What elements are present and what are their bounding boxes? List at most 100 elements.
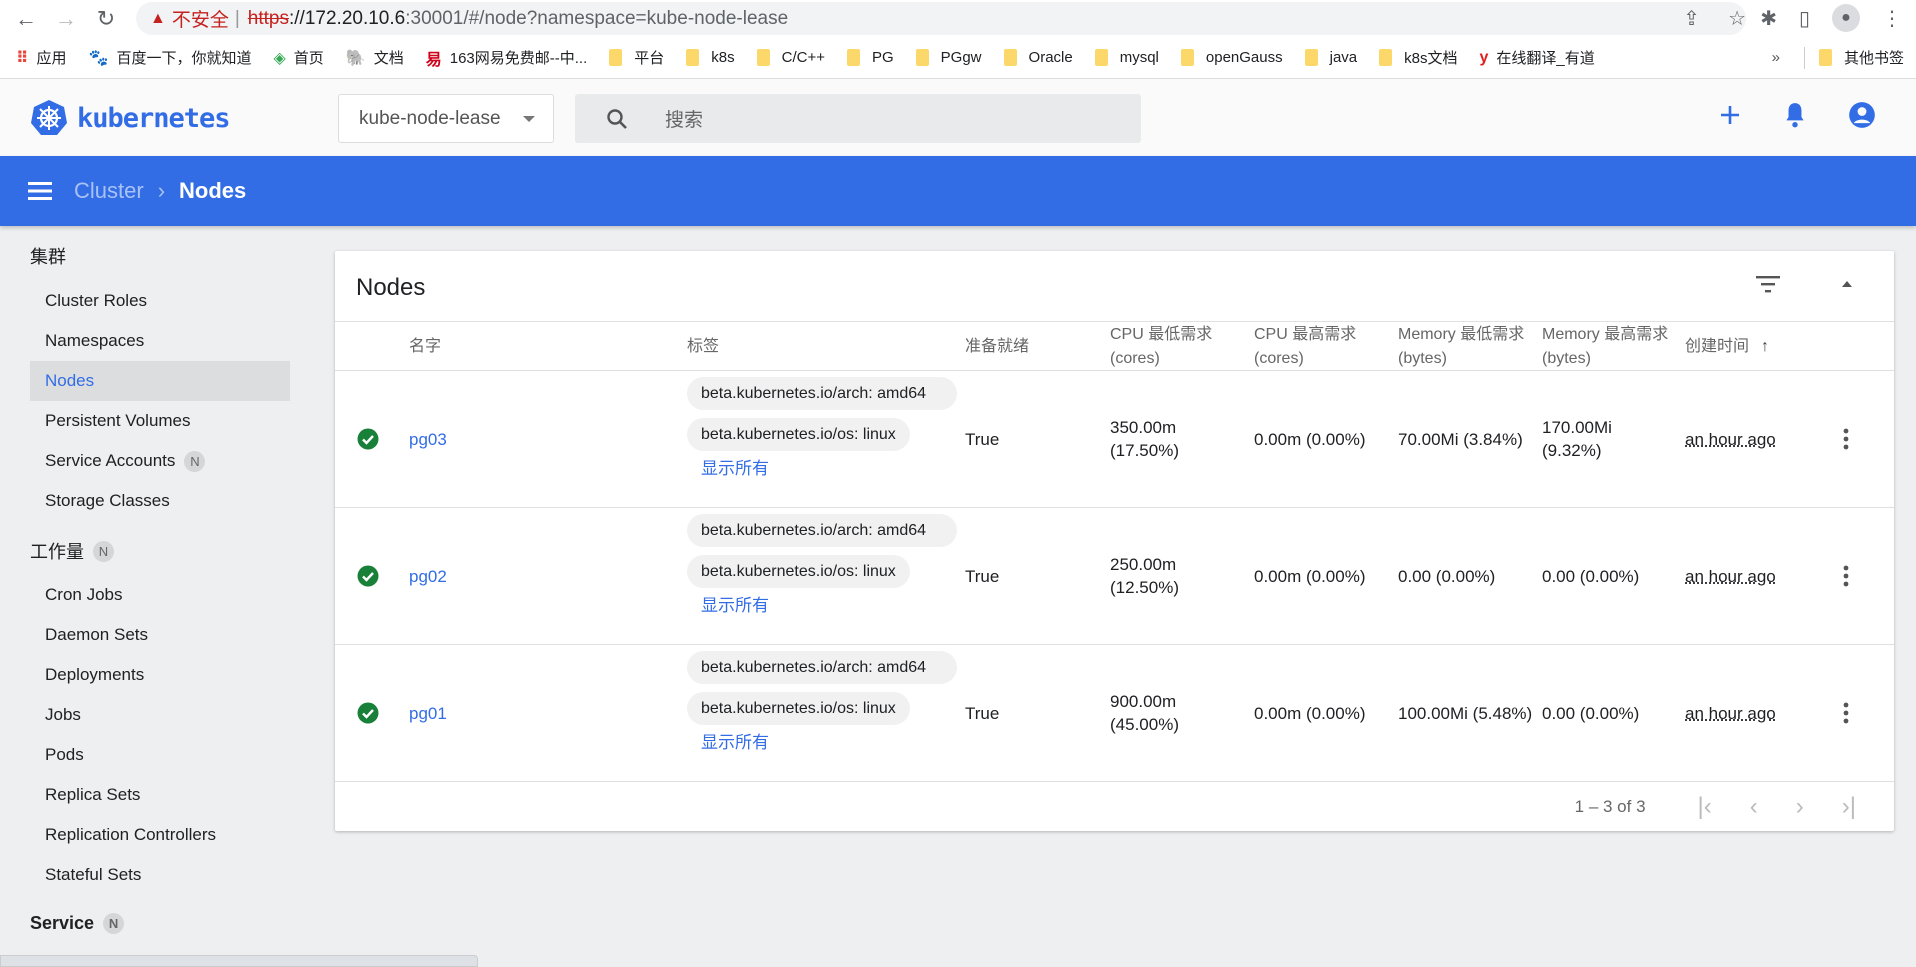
- memory-limits-value: 170.00Mi (9.32%): [1542, 371, 1672, 507]
- bookmark-item[interactable]: k8s: [686, 49, 734, 66]
- node-name-link[interactable]: pg02: [409, 508, 447, 644]
- sidebar-item-cron-jobs[interactable]: Cron Jobs: [30, 575, 290, 615]
- sidebar-item-jobs[interactable]: Jobs: [30, 695, 290, 735]
- show-all-link[interactable]: 显示所有: [687, 457, 957, 480]
- bookmark-item[interactable]: 易 163网易免费邮--中...: [426, 46, 588, 70]
- kubernetes-logo[interactable]: kubernetes: [30, 99, 230, 137]
- sidebar-item-namespaces[interactable]: Namespaces: [30, 321, 290, 361]
- bookmark-item[interactable]: 平台: [609, 47, 664, 68]
- pagination-range: 1 – 3 of 3: [1575, 797, 1646, 817]
- bookmark-item[interactable]: k8s文档: [1379, 47, 1457, 68]
- folder-icon: [1379, 49, 1392, 66]
- labels-cell: beta.kubernetes.io/arch: amd64 beta.kube…: [687, 514, 957, 617]
- apps-grid-icon: ⠿: [16, 48, 29, 68]
- bell-icon[interactable]: [1782, 101, 1808, 129]
- sidebar-item-storage-classes[interactable]: Storage Classes: [30, 481, 290, 521]
- column-cpu-requests: CPU 最低需求 (cores): [1110, 322, 1235, 372]
- account-icon[interactable]: [1848, 101, 1876, 129]
- folder-icon: [609, 49, 622, 66]
- column-created[interactable]: 创建时间 ↑: [1685, 322, 1769, 372]
- more-vert-icon[interactable]: ⋮: [1882, 6, 1902, 31]
- sidebar-section-workloads[interactable]: 工作量 N: [30, 538, 114, 564]
- kubernetes-helm-icon: [30, 99, 68, 137]
- collapse-icon[interactable]: [1840, 279, 1854, 289]
- bookmark-item[interactable]: C/C++: [757, 49, 825, 66]
- add-icon[interactable]: [1718, 103, 1742, 127]
- bookmark-item[interactable]: mysql: [1095, 49, 1159, 66]
- breadcrumb-cluster[interactable]: Cluster: [74, 178, 144, 204]
- sidebar-item-replication-controllers[interactable]: Replication Controllers: [30, 815, 290, 855]
- menu-icon[interactable]: [28, 182, 52, 200]
- sidebar-item-label: Deployments: [45, 665, 144, 685]
- bookmark-item[interactable]: PGgw: [916, 49, 982, 66]
- sidebar: 集群 工作量 N Service N Cluster Roles Namespaces…: [0, 226, 305, 965]
- bookmark-label: 其他书签: [1844, 47, 1904, 68]
- bookmark-item[interactable]: Oracle: [1004, 49, 1073, 66]
- sidebar-item-cluster-roles[interactable]: Cluster Roles: [30, 281, 290, 321]
- share-icon[interactable]: ⇪: [1683, 6, 1700, 31]
- folder-icon: [1305, 49, 1318, 66]
- label-chip: beta.kubernetes.io/arch: amd64: [687, 651, 957, 684]
- forward-icon[interactable]: →: [46, 6, 86, 32]
- extensions-icon[interactable]: ✱: [1760, 6, 1777, 31]
- sidebar-item-service-accounts[interactable]: Service Accounts N: [30, 441, 290, 481]
- more-vert-icon[interactable]: [1843, 508, 1849, 644]
- prev-page-icon[interactable]: ‹: [1750, 793, 1758, 821]
- sidebar-item-label: Cluster Roles: [45, 291, 147, 311]
- namespaced-badge: N: [184, 451, 205, 472]
- first-page-icon[interactable]: |‹: [1698, 793, 1712, 821]
- side-panel-icon[interactable]: ▯: [1799, 6, 1810, 31]
- profile-icon[interactable]: ●: [1832, 4, 1860, 32]
- labels-cell: beta.kubernetes.io/arch: amd64 beta.kube…: [687, 651, 957, 754]
- more-vert-icon[interactable]: [1843, 371, 1849, 507]
- section-label: Service: [30, 913, 94, 934]
- sort-arrow-up-icon[interactable]: ↑: [1761, 335, 1769, 359]
- cpu-requests-value: 900.00m (45.00%): [1110, 645, 1240, 781]
- bookmark-label: 百度一下，你就知道: [116, 47, 251, 68]
- sidebar-section-service[interactable]: Service N: [30, 913, 124, 934]
- sidebar-item-label: Stateful Sets: [45, 865, 141, 885]
- node-name-link[interactable]: pg03: [409, 371, 447, 507]
- show-all-link[interactable]: 显示所有: [687, 731, 957, 754]
- sidebar-item-daemon-sets[interactable]: Daemon Sets: [30, 615, 290, 655]
- folder-icon: [686, 49, 699, 66]
- bookmark-item[interactable]: y 在线翻译_有道: [1480, 47, 1595, 68]
- bookmark-item[interactable]: PG: [847, 49, 894, 66]
- bookmark-item[interactable]: ◈ 首页: [273, 47, 323, 68]
- bookmark-item[interactable]: java: [1305, 49, 1358, 66]
- next-page-icon[interactable]: ›: [1796, 793, 1804, 821]
- bookmark-item[interactable]: 🐾 百度一下，你就知道: [89, 47, 252, 68]
- bookmark-other[interactable]: 其他书签: [1819, 47, 1904, 68]
- address-bar[interactable]: ▲ 不安全 | https ://172.20.10.6 :30001/#/no…: [136, 2, 1746, 35]
- logo-text: kubernetes: [77, 103, 230, 134]
- more-bookmarks-button[interactable]: »: [1772, 49, 1780, 66]
- namespaced-badge: N: [93, 541, 114, 562]
- bookmark-label: k8s文档: [1404, 47, 1457, 68]
- sidebar-item-label: Cron Jobs: [45, 585, 122, 605]
- sidebar-item-pods[interactable]: Pods: [30, 735, 290, 775]
- bookmark-item[interactable]: ⠿ 应用: [16, 47, 67, 68]
- folder-icon: [1004, 49, 1017, 66]
- bookmark-item[interactable]: openGauss: [1181, 49, 1283, 66]
- table-row: pg02 beta.kubernetes.io/arch: amd64 beta…: [335, 508, 1894, 645]
- sidebar-section-cluster[interactable]: 集群: [30, 243, 66, 269]
- sidebar-item-deployments[interactable]: Deployments: [30, 655, 290, 695]
- sidebar-item-replica-sets[interactable]: Replica Sets: [30, 775, 290, 815]
- back-icon[interactable]: ←: [6, 6, 46, 32]
- more-vert-icon[interactable]: [1843, 645, 1849, 781]
- filter-icon[interactable]: [1756, 275, 1780, 293]
- search-input[interactable]: 搜索: [575, 94, 1141, 143]
- show-all-link[interactable]: 显示所有: [687, 594, 957, 617]
- label-chip: beta.kubernetes.io/os: linux: [687, 692, 910, 725]
- sidebar-item-label: Pods: [45, 745, 84, 765]
- star-icon[interactable]: ☆: [1728, 6, 1746, 31]
- sidebar-item-stateful-sets[interactable]: Stateful Sets: [30, 855, 290, 895]
- last-page-icon[interactable]: ›|: [1842, 793, 1856, 821]
- sidebar-item-nodes[interactable]: Nodes: [30, 361, 290, 401]
- namespace-select[interactable]: kube-node-lease: [338, 94, 554, 143]
- sidebar-item-persistent-volumes[interactable]: Persistent Volumes: [30, 401, 290, 441]
- reload-icon[interactable]: ↻: [86, 6, 126, 32]
- bookmark-item[interactable]: 🐘 文档: [346, 47, 404, 68]
- search-icon: [605, 107, 629, 131]
- node-name-link[interactable]: pg01: [409, 645, 447, 781]
